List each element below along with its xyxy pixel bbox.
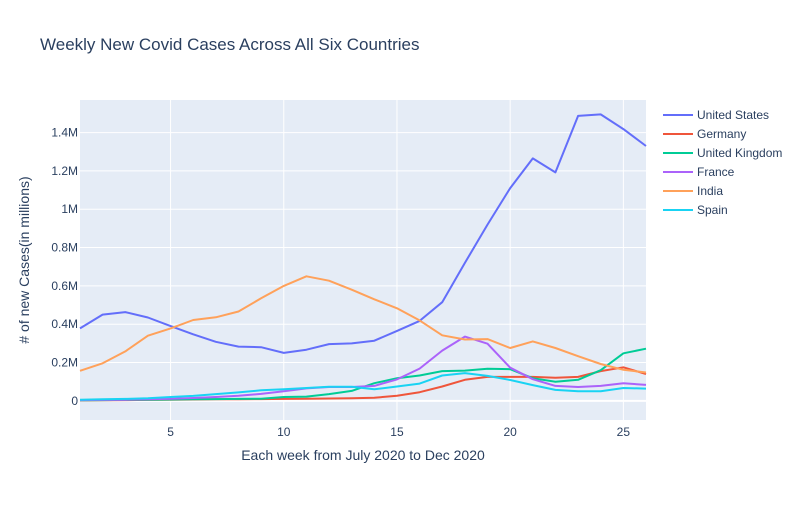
legend-label: United Kingdom bbox=[697, 146, 782, 160]
x-axis-label: Each week from July 2020 to Dec 2020 bbox=[241, 447, 485, 463]
legend-item-france[interactable]: France bbox=[663, 165, 735, 179]
y-tick-label: 1.2M bbox=[51, 164, 78, 178]
series-lines bbox=[79, 113, 647, 402]
series-line-spain bbox=[79, 372, 647, 401]
legend-label: United States bbox=[697, 108, 769, 122]
x-tick-label: 5 bbox=[167, 425, 174, 439]
x-tick-label: 15 bbox=[390, 425, 404, 439]
legend[interactable]: United States Germany United Kingdom France… bbox=[663, 108, 782, 217]
y-tick-label: 0 bbox=[71, 394, 78, 408]
legend-item-india[interactable]: India bbox=[663, 184, 723, 198]
legend-label: India bbox=[697, 184, 723, 198]
y-tick-label: 1M bbox=[61, 202, 78, 216]
y-tick-label: 0.4M bbox=[51, 317, 78, 331]
x-tick-label: 20 bbox=[503, 425, 517, 439]
x-tick-label: 25 bbox=[617, 425, 631, 439]
legend-item-united-states[interactable]: United States bbox=[663, 108, 769, 122]
legend-item-spain[interactable]: Spain bbox=[663, 203, 728, 217]
x-tick-label: 10 bbox=[277, 425, 291, 439]
y-axis-label: # of new Cases(in millions) bbox=[16, 176, 32, 343]
y-tick-label: 1.4M bbox=[51, 126, 78, 140]
legend-label: France bbox=[697, 165, 735, 179]
legend-label: Germany bbox=[697, 127, 746, 141]
legend-label: Spain bbox=[697, 203, 728, 217]
y-axis-ticks: 0 0.2M 0.4M 0.6M 0.8M 1M 1.2M 1.4M bbox=[51, 126, 78, 408]
chart-title: Weekly New Covid Cases Across All Six Co… bbox=[40, 35, 420, 54]
plot-area bbox=[80, 100, 646, 420]
y-tick-label: 0.2M bbox=[51, 356, 78, 370]
grid bbox=[80, 100, 646, 420]
series-line-india bbox=[79, 275, 647, 374]
y-tick-label: 0.6M bbox=[51, 279, 78, 293]
x-axis-ticks: 5 10 15 20 25 bbox=[167, 425, 630, 439]
legend-item-united-kingdom[interactable]: United Kingdom bbox=[663, 146, 782, 160]
y-tick-label: 0.8M bbox=[51, 241, 78, 255]
legend-item-germany[interactable]: Germany bbox=[663, 127, 746, 141]
series-line-france bbox=[79, 335, 647, 402]
